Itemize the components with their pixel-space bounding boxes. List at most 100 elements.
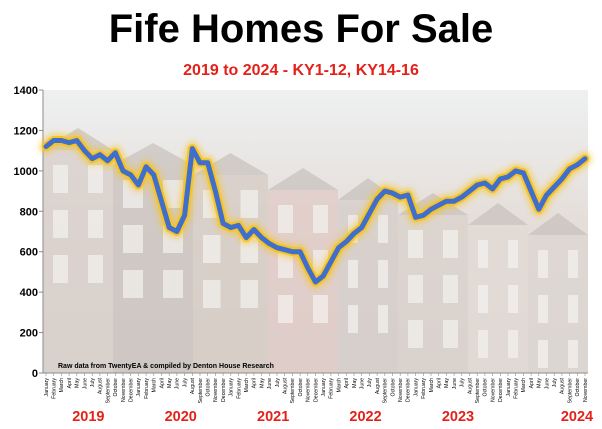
house-window (240, 280, 258, 308)
x-tick-label: January (413, 378, 419, 397)
y-tick-label: 600 (20, 247, 38, 259)
house-facade (528, 235, 588, 373)
x-tick-label: December (129, 378, 135, 402)
y-tick-label: 1000 (14, 166, 38, 178)
house-window (443, 275, 458, 303)
x-tick-label: January (44, 378, 50, 397)
x-tick-label: May (444, 378, 450, 388)
x-tick-label: November (306, 378, 312, 402)
house-window (123, 225, 143, 253)
house-window (348, 260, 358, 288)
x-tick-label: December (498, 378, 504, 402)
house-window (568, 340, 578, 368)
house-window (538, 295, 548, 323)
house-window (203, 235, 221, 263)
house-window (203, 280, 221, 308)
house-window (53, 210, 68, 238)
chart-subtitle: 2019 to 2024 - KY1-12, KY14-16 (183, 62, 419, 79)
x-axis: January February March April May June July Augu… (43, 372, 589, 404)
house-window (278, 295, 293, 323)
x-tick-label: November (490, 378, 496, 402)
x-tick-label: April (67, 378, 73, 388)
x-tick-label: March (336, 378, 342, 393)
house-window (88, 255, 103, 283)
x-tick-label: January (506, 378, 512, 397)
house-window (123, 270, 143, 298)
x-tick-label: February (144, 378, 150, 399)
house-window (443, 320, 458, 348)
x-tick-label: May (352, 378, 358, 388)
x-tick-label: September (475, 378, 481, 404)
x-tick-label: August (98, 377, 104, 394)
house-window (348, 305, 358, 333)
x-tick-label: July (182, 378, 188, 388)
y-tick-label: 800 (20, 206, 38, 218)
year-label: 2022 (349, 409, 381, 425)
house-window (278, 205, 293, 233)
x-tick-label: September (290, 378, 296, 404)
x-tick-label: May (537, 378, 543, 388)
y-tick-label: 400 (20, 287, 38, 299)
x-tick-label: October (206, 378, 212, 397)
house-window (88, 210, 103, 238)
x-tick-label: July (90, 378, 96, 388)
x-tick-label: September (105, 378, 111, 404)
x-tick-label: July (552, 378, 558, 388)
x-tick-label: October (298, 378, 304, 397)
x-tick-label: August (283, 377, 289, 394)
x-tick-label: March (521, 378, 527, 393)
x-tick-label: May (167, 378, 173, 388)
house-window (408, 230, 423, 258)
x-tick-label: August (467, 377, 473, 394)
x-tick-label: July (275, 378, 281, 388)
x-tick-label: April (159, 378, 165, 388)
houses-background (43, 90, 588, 373)
house-roof (268, 168, 338, 190)
x-tick-label: February (514, 378, 520, 399)
house-window (538, 340, 548, 368)
house-window (378, 305, 388, 333)
x-tick-label: February (329, 378, 335, 399)
x-tick-label: August (375, 377, 381, 394)
x-tick-label: March (59, 378, 65, 393)
year-label: 2023 (442, 409, 474, 425)
plot-area (39, 133, 592, 289)
house-window (53, 165, 68, 193)
x-tick-label: March (152, 378, 158, 393)
house-window (313, 295, 328, 323)
x-tick-label: August (190, 377, 196, 394)
x-tick-label: September (198, 378, 204, 404)
house-window (163, 270, 183, 298)
house-roof (113, 143, 193, 165)
x-tick-label: January (229, 378, 235, 397)
house-window (568, 250, 578, 278)
x-tick-label: February (421, 378, 427, 399)
house-window (478, 330, 488, 358)
house-window (378, 260, 388, 288)
x-tick-label: February (236, 378, 242, 399)
x-tick-label: April (529, 378, 535, 388)
x-tick-label: October (113, 378, 119, 397)
house-window (443, 230, 458, 258)
x-tick-label: January (136, 378, 142, 397)
house-window (313, 205, 328, 233)
house-window (240, 190, 258, 218)
x-tick-label: June (452, 378, 458, 389)
house-window (53, 255, 68, 283)
chart-title: Fife Homes For Sale (108, 7, 494, 51)
house-roof (468, 203, 528, 225)
x-tick-label: June (544, 378, 550, 389)
x-tick-label: November (398, 378, 404, 402)
x-tick-label: September (383, 378, 389, 404)
house-roof (528, 213, 588, 235)
x-tick-label: March (244, 378, 250, 393)
house-window (568, 295, 578, 323)
x-tick-label: May (259, 378, 265, 388)
x-tick-label: November (121, 378, 127, 402)
x-tick-label: June (175, 378, 181, 389)
year-label: 2021 (257, 409, 289, 425)
y-tick-label: 200 (20, 328, 38, 340)
x-tick-label: August (560, 377, 566, 394)
year-labels: 2019 2020 2021 2022 2023 2024 (72, 409, 593, 425)
